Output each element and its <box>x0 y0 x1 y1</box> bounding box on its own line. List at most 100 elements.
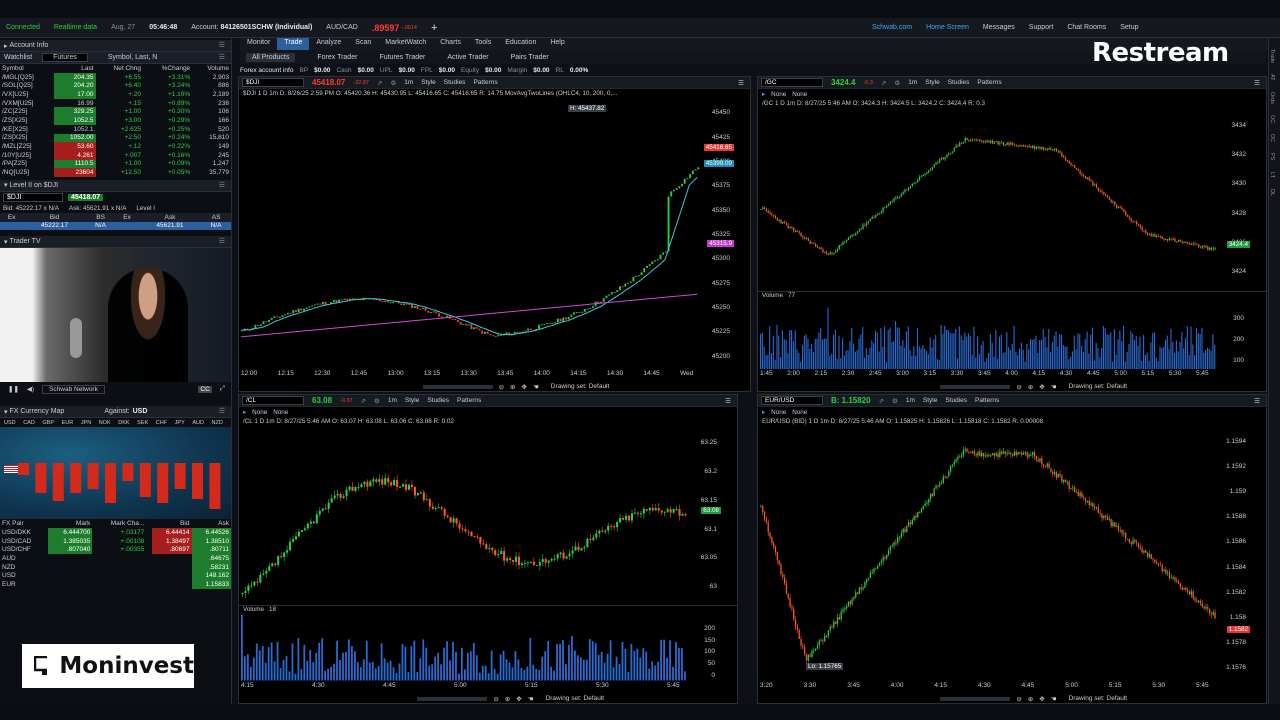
fullscreen-icon[interactable]: ⤢ <box>219 385 225 393</box>
watchlist-col-header[interactable]: Last <box>81 64 94 72</box>
watchlist-row[interactable]: /ZS[X25] 1052.5 +3.00 +0.29% 166 <box>0 116 231 125</box>
chart-link-none-1[interactable]: None <box>771 408 787 416</box>
volume-histogram[interactable] <box>760 301 1216 369</box>
watchlist-col-header[interactable]: Symbol <box>2 64 24 72</box>
expand-icon[interactable]: ▸ <box>762 408 766 416</box>
fx-pair-row[interactable]: USD/DKK 6.444700 +.03177 6.44414 6.44526 <box>0 528 231 537</box>
fx-strength-bar[interactable] <box>139 463 151 498</box>
dock-tab[interactable]: OC <box>1269 133 1275 143</box>
menu-icon[interactable]: ☰ <box>1254 79 1260 87</box>
fx-col-header[interactable]: Mark Cha... <box>110 520 145 528</box>
price-axis[interactable]: 63.25 63.2 63.15 63.1 63.05 63 63.08 <box>689 429 737 601</box>
fx-col-header[interactable]: Mark <box>75 520 91 528</box>
zoom-in-icon[interactable]: ⊕ <box>504 695 511 703</box>
chart-symbol-input[interactable]: $DJI <box>242 78 304 87</box>
cursor-icon[interactable]: ☚ <box>532 383 539 391</box>
menu-analyze[interactable]: Analyze <box>316 39 342 46</box>
chart-toolbar-1m[interactable]: 1m <box>404 79 414 86</box>
tab-all-products[interactable]: All Products <box>246 52 296 62</box>
menu-icon[interactable]: ☰ <box>218 181 225 189</box>
scroll-handle[interactable] <box>422 384 493 389</box>
watchlist-row[interactable]: /ZS[X25] 1052.00 +2.50 +0.24% 15,810 <box>0 133 231 143</box>
menu-education[interactable]: Education <box>505 39 537 46</box>
zoom-out-icon[interactable]: ⊖ <box>493 695 499 703</box>
fx-pair-row[interactable]: AUD .64675 <box>0 554 231 563</box>
chart-symbol-input[interactable]: /GC <box>761 78 823 87</box>
time-axis[interactable]: 3:20 3:30 3:45 4:00 4:15 4:30 4:45 5:00 5:15 5:30… <box>758 682 1214 692</box>
fx-strength-bar[interactable] <box>192 463 203 500</box>
scroll-handle[interactable] <box>940 696 1011 701</box>
gear-icon[interactable]: ⚙ <box>892 397 898 405</box>
fx-strength-bar[interactable] <box>209 463 221 510</box>
pan-icon[interactable]: ✥ <box>1039 383 1045 391</box>
cursor-icon[interactable]: ☚ <box>1050 695 1057 703</box>
zoom-out-icon[interactable]: ⊖ <box>1016 383 1022 391</box>
fx-strength-bar[interactable] <box>174 463 186 490</box>
fx-against-select[interactable]: USD <box>132 408 148 416</box>
price-plot[interactable] <box>760 429 1216 681</box>
fx-strength-bar[interactable] <box>122 463 134 482</box>
watchlist-row[interactable]: /VXM[U25] 16.99 +.15 +0.89% 238 <box>0 99 231 108</box>
price-plot[interactable] <box>241 429 687 601</box>
fx-currency-label[interactable]: CAD <box>23 419 35 426</box>
chart-toolbar-patterns[interactable]: Patterns <box>975 397 1000 404</box>
ticker-pair[interactable]: AUD/CAD <box>326 24 358 31</box>
chart-toolbar-patterns[interactable]: Patterns <box>977 79 1002 86</box>
expand-icon[interactable]: ▸ <box>243 408 247 416</box>
dock-tab[interactable]: AT <box>1269 74 1275 81</box>
fx-currency-label[interactable]: NOK <box>98 419 111 426</box>
level2-header[interactable]: ▾ Level II on $DJI ☰ <box>0 179 231 192</box>
link-chat-rooms[interactable]: Chat Rooms <box>1067 24 1107 31</box>
link-home-screen[interactable]: Home Screen <box>926 24 969 31</box>
menu-tools[interactable]: Tools <box>474 39 492 46</box>
fx-strength-bar[interactable] <box>52 463 64 502</box>
link-schwab[interactable]: Schwab.com <box>872 24 913 31</box>
trader-tv-header[interactable]: ▾ Trader TV ☰ <box>0 236 231 249</box>
account-selector[interactable]: 84126501SCHW (Individual) <box>220 24 313 31</box>
watchlist-search[interactable]: Symbol, Last, N <box>107 54 158 61</box>
chart-link-none-2[interactable]: None <box>792 408 808 416</box>
chart-link-none-2[interactable]: None <box>792 90 808 98</box>
dock-tab[interactable]: PS <box>1269 153 1275 161</box>
expand-icon[interactable]: ▸ <box>762 90 766 98</box>
chart-symbol-input[interactable]: EUR/USD <box>761 396 823 405</box>
chart-toolbar-1m[interactable]: 1m <box>905 397 915 404</box>
tab-forex-trader[interactable]: Forex Trader <box>317 53 358 61</box>
chart-toolbar-style[interactable]: Style <box>922 397 938 404</box>
tab-futures-trader[interactable]: Futures Trader <box>379 53 426 61</box>
fx-strength-bar[interactable] <box>70 463 82 494</box>
drawing-set-label[interactable]: Drawing set: Default <box>545 695 605 702</box>
link-messages[interactable]: Messages <box>982 24 1015 31</box>
dock-tab[interactable]: LT <box>1269 171 1275 178</box>
scroll-handle[interactable] <box>940 384 1011 389</box>
link-icon[interactable]: ⇗ <box>376 79 383 87</box>
zoom-in-icon[interactable]: ⊕ <box>1027 695 1034 703</box>
tv-network-select[interactable]: Schwab Network <box>42 384 105 394</box>
chart-link-none-1[interactable]: None <box>771 90 787 98</box>
watchlist-row[interactable]: /NQ[U25] 23604 +12.50 +0.05% 35,779 <box>0 168 231 177</box>
watchlist-name[interactable]: Futures <box>42 53 88 62</box>
watchlist-row[interactable]: /VX[U25] 17.00 +.20 +1.19% 2,189 <box>0 90 231 99</box>
drawing-set-label[interactable]: Drawing set: Default <box>1068 383 1128 390</box>
menu-scan[interactable]: Scan <box>355 39 372 46</box>
fx-strength-bar[interactable] <box>18 463 29 476</box>
chart-toolbar-patterns[interactable]: Patterns <box>457 397 482 404</box>
fx-map-header[interactable]: ▾ FX Currency Map Against: USD ☰ <box>0 406 231 419</box>
zoom-in-icon[interactable]: ⊕ <box>1027 383 1034 391</box>
add-ticker-icon[interactable]: + <box>430 21 438 34</box>
watchlist-col-header[interactable]: Volume <box>207 64 229 72</box>
zoom-out-icon[interactable]: ⊖ <box>498 383 505 391</box>
level2-level[interactable]: Level I <box>136 204 155 212</box>
fx-col-header[interactable]: FX Pair <box>2 520 24 528</box>
fx-currency-label[interactable]: SEK <box>137 419 149 426</box>
fx-strength-bar[interactable] <box>35 463 47 494</box>
drawing-set-label[interactable]: Drawing set: Default <box>1068 695 1128 702</box>
chart-link-none-1[interactable]: None <box>252 408 268 416</box>
menu-monitor[interactable]: Monitor <box>247 39 271 46</box>
fx-pair-row[interactable]: USD/CAD 1.385035 +.00108 1.38497 1.38510 <box>0 536 231 546</box>
chart-toolbar-style[interactable]: Style <box>404 397 420 404</box>
chart-gold[interactable]: /GC 3424.4 -0.3 ⇗ ⚙ 1m Style Studies Patterns ☰ ▸ N… <box>757 76 1267 392</box>
account-info-header[interactable]: ▸ Account Info ☰ <box>0 40 231 52</box>
gear-icon[interactable]: ⚙ <box>390 79 397 87</box>
trader-tv-video[interactable]: ❚❚ ◀) Schwab Network CC ⤢ <box>0 248 231 397</box>
